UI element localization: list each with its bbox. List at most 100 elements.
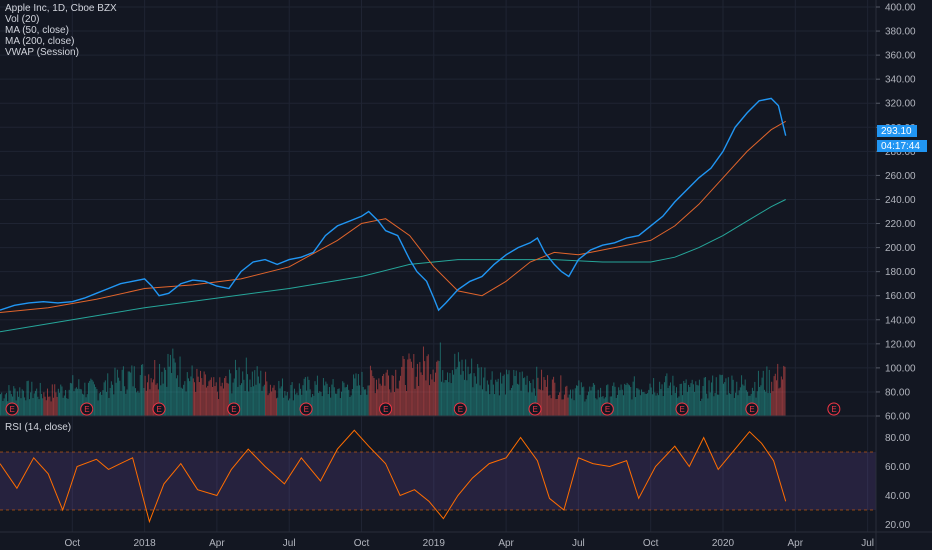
volume-bar-647 [779, 387, 781, 416]
volume-bar-143 [172, 348, 174, 416]
volume-bar-180 [216, 391, 218, 416]
volume-bar-365 [439, 342, 441, 416]
volume-bar-386 [465, 359, 467, 416]
earnings-marker-9: E [675, 402, 689, 416]
volume-bar-429 [516, 383, 518, 416]
volume-bar-399 [480, 367, 482, 416]
volume-bar-154 [185, 391, 187, 416]
price-axis[interactable]: 400.00380.00360.00340.00320.00300.00280.… [876, 3, 916, 423]
price-tick-12: 160.00 [885, 291, 916, 302]
volume-bar-220 [265, 371, 267, 416]
volume-bar-547 [659, 381, 661, 416]
volume-bar-286 [344, 387, 346, 416]
volume-bar-21 [25, 400, 27, 416]
volume-bar-533 [642, 392, 644, 416]
volume-bar-575 [692, 384, 694, 416]
rsi-axis[interactable]: 80.00 60.00 40.00 20.00 [885, 433, 910, 531]
volume-bar-550 [662, 396, 664, 416]
volume-bar-160 [192, 378, 194, 416]
volume-bar-95 [114, 367, 116, 416]
volume-bar-487 [586, 395, 588, 416]
volume-bar-62 [74, 388, 76, 416]
symbol-title[interactable]: Apple Inc, 1D, Cboe BZX [5, 3, 117, 14]
volume-bar-351 [422, 346, 424, 416]
volume-bar-128 [154, 359, 156, 416]
volume-bar-205 [247, 374, 249, 416]
volume-bar-640 [771, 381, 773, 416]
volume-bar-189 [227, 383, 229, 416]
volume-bar-97 [116, 369, 118, 416]
indicator-vwap[interactable]: VWAP (Session) [5, 47, 79, 58]
price-tick-14: 120.00 [885, 339, 916, 350]
volume-bar-284 [342, 381, 344, 416]
earnings-label-11: E [831, 405, 836, 414]
time-axis[interactable]: Oct 2018 Apr Jul Oct 2019 Apr Jul Oct 2020 Apr Jul [65, 538, 874, 549]
volume-bar-169 [203, 371, 205, 416]
volume-bar-202 [243, 379, 245, 416]
volume-bar-36 [43, 392, 45, 416]
volume-bar-34 [40, 393, 42, 416]
volume-bar-23 [27, 380, 29, 416]
volume-bar-526 [633, 376, 635, 416]
volume-bar-357 [430, 374, 432, 416]
volume-bar-435 [524, 377, 526, 416]
volume-bar-556 [669, 382, 671, 416]
volume-bar-179 [215, 382, 217, 416]
volume-bar-402 [484, 367, 486, 416]
volume-bar-278 [334, 393, 336, 416]
indicator-ma200[interactable]: MA (200, close) [5, 36, 75, 47]
volume-bar-410 [494, 394, 496, 416]
volume-bar-50 [60, 384, 62, 416]
volume-bar-352 [424, 361, 426, 416]
volume-bar-561 [676, 387, 678, 416]
volume-bar-130 [156, 383, 158, 416]
earnings-label-7: E [533, 405, 538, 414]
volume-bar-551 [663, 382, 665, 416]
volume-bar-20 [24, 397, 26, 416]
rsi-tick-0: 80.00 [885, 433, 910, 444]
volume-bar-308 [371, 370, 373, 416]
rsi-band [0, 451, 876, 511]
volume-bar-602 [725, 378, 727, 416]
volume-bar-391 [471, 358, 473, 416]
earnings-circle-6 [453, 402, 467, 416]
volume-bar-172 [207, 385, 209, 416]
volume-bar-491 [591, 386, 593, 416]
volume-bar-226 [272, 387, 274, 416]
volume-bar-230 [277, 397, 279, 416]
volume-bar-577 [695, 381, 697, 416]
volume-bar-489 [589, 386, 591, 416]
volume-bar-146 [175, 378, 177, 416]
volume-bar-600 [723, 383, 724, 416]
volume-bar-176 [212, 386, 214, 416]
earnings-marker-0: E [5, 402, 19, 416]
volume-bar-639 [769, 393, 771, 416]
volume-bar-222 [267, 395, 269, 416]
volume-bar-559 [673, 385, 675, 416]
volume-bar-367 [442, 370, 444, 416]
rsi-tick-3: 20.00 [885, 520, 910, 531]
volume-bar-241 [290, 385, 292, 416]
price-tick-4: 320.00 [885, 99, 916, 110]
indicator-ma50[interactable]: MA (50, close) [5, 25, 69, 36]
rsi-legend[interactable]: RSI (14, close) [5, 422, 72, 433]
price-tick-16: 80.00 [885, 387, 910, 398]
volume-bar-498 [600, 387, 602, 416]
volume-bar-381 [459, 361, 461, 416]
earnings-circle-10 [745, 402, 759, 416]
volume-bar-311 [374, 393, 376, 416]
volume-bar-224 [269, 384, 271, 416]
earnings-marker-3: E [227, 402, 241, 416]
volume-bar-535 [644, 393, 646, 416]
volume-bar-123 [148, 374, 150, 416]
volume-bar-608 [732, 379, 734, 416]
volume-bar-420 [506, 369, 508, 416]
volume-bar-76 [91, 379, 93, 416]
volume-bar-534 [643, 391, 645, 416]
volume-bar-61 [73, 391, 75, 416]
volume-bar-164 [197, 376, 199, 416]
indicator-vol[interactable]: Vol (20) [5, 14, 40, 25]
volume-bar-565 [680, 383, 682, 416]
volume-bar-406 [489, 394, 491, 416]
